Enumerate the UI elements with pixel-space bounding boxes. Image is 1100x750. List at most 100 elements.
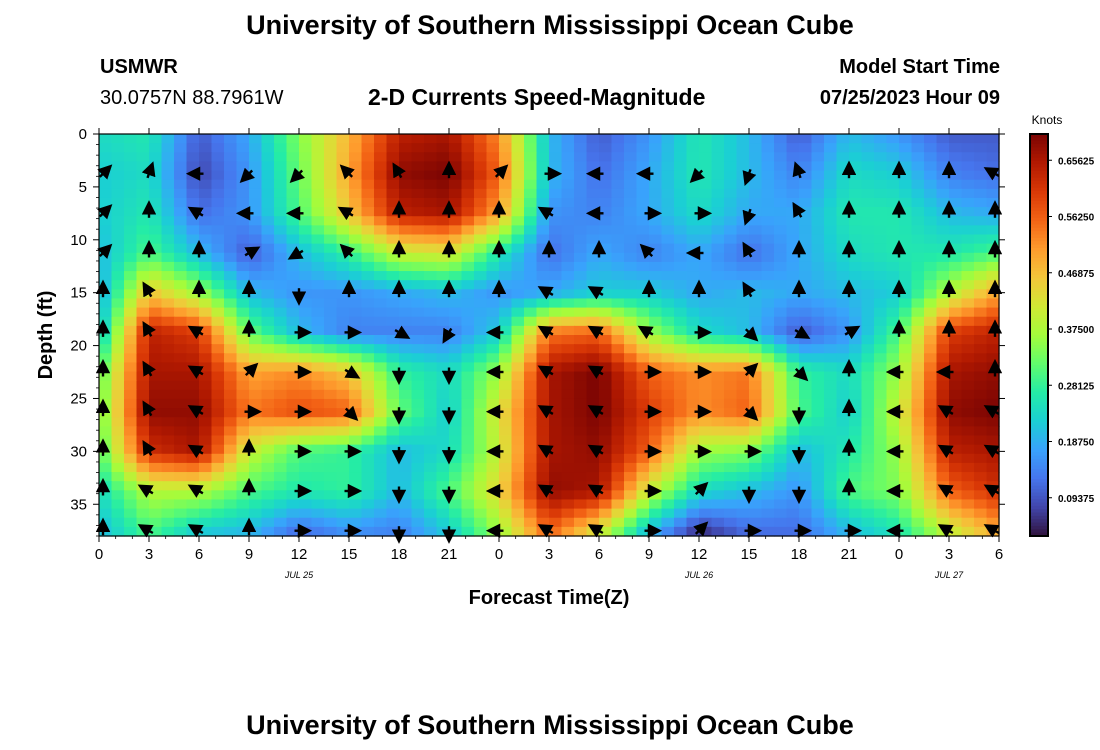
current-vector-arrow: [187, 325, 204, 340]
colorbar-segment: [1030, 244, 1048, 249]
heatmap-cell: [911, 408, 925, 418]
heatmap-cell: [411, 289, 425, 300]
heatmap-cell: [861, 426, 875, 437]
current-vector-arrow: [792, 161, 807, 179]
current-vector-arrow: [587, 365, 604, 379]
heatmap-cell: [699, 152, 713, 163]
heatmap-cell: [436, 298, 450, 309]
heatmap-cell: [899, 234, 913, 245]
heatmap-cell: [836, 134, 850, 144]
heatmap-cell: [261, 261, 275, 272]
heatmap-cell: [199, 398, 213, 409]
heatmap-cell: [661, 216, 675, 226]
heatmap-cell: [624, 170, 638, 181]
heatmap-cell: [361, 508, 375, 519]
heatmap-cell: [424, 362, 438, 373]
heatmap-cell: [311, 188, 325, 199]
heatmap-cell: [524, 252, 538, 263]
heatmap-cell: [624, 344, 638, 354]
heatmap-cell: [299, 316, 313, 327]
heatmap-cell: [786, 325, 800, 336]
heatmap-cell: [711, 526, 725, 537]
heatmap-cell: [486, 462, 500, 473]
heatmap-cell: [174, 261, 188, 272]
heatmap-cell: [786, 472, 800, 482]
heatmap-cell: [511, 325, 525, 336]
heatmap-cell: [161, 380, 175, 391]
heatmap-cell: [761, 353, 775, 364]
heatmap-cell: [424, 216, 438, 226]
heatmap-cell: [961, 389, 975, 400]
heatmap-cell: [99, 161, 113, 172]
heatmap-cell: [949, 179, 963, 190]
heatmap-cell: [336, 261, 350, 272]
heatmap-cell: [324, 462, 338, 473]
heatmap-cell: [349, 435, 363, 446]
heatmap-cell: [824, 188, 838, 199]
colorbar-segment: [1030, 234, 1048, 239]
colorbar-segment: [1030, 201, 1048, 205]
heatmap-cell: [674, 371, 688, 382]
current-vector-arrow: [243, 362, 259, 378]
heatmap-cell: [211, 344, 225, 354]
heatmap-cell: [811, 353, 825, 364]
heatmap-cell: [536, 161, 550, 172]
heatmap-cell: [961, 353, 975, 364]
heatmap-cell: [549, 252, 563, 263]
heatmap-cell: [586, 389, 600, 400]
heatmap-cell: [311, 280, 325, 290]
heatmap-cell: [686, 371, 700, 382]
heatmap-cell: [124, 170, 138, 181]
heatmap-cell: [474, 389, 488, 400]
heatmap-cell: [411, 307, 425, 318]
heatmap-cell: [599, 170, 613, 181]
heatmap-cell: [511, 389, 525, 400]
heatmap-cell: [761, 389, 775, 400]
heatmap-cell: [786, 243, 800, 254]
heatmap-cell: [836, 335, 850, 345]
heatmap-cell: [699, 490, 713, 501]
heatmap-cell: [211, 188, 225, 199]
heatmap-cell: [449, 472, 463, 482]
current-vector-arrow: [142, 400, 156, 417]
heatmap-cell: [424, 408, 438, 418]
heatmap-cell: [874, 280, 888, 290]
heatmap-cell: [199, 380, 213, 391]
heatmap-cell: [536, 508, 550, 519]
heatmap-cell: [424, 252, 438, 263]
heatmap-cell: [324, 134, 338, 144]
heatmap-cell: [836, 362, 850, 373]
heatmap-cell: [499, 197, 513, 208]
heatmap-cell: [99, 280, 113, 290]
heatmap-cell: [961, 417, 975, 427]
heatmap-cell: [886, 225, 900, 236]
heatmap-cell: [411, 472, 425, 482]
heatmap-cell: [149, 225, 163, 236]
heatmap-cell: [236, 271, 250, 281]
heatmap-cell: [261, 380, 275, 391]
heatmap-cell: [386, 371, 400, 382]
heatmap-cell: [249, 271, 263, 281]
heatmap-cell: [949, 216, 963, 226]
heatmap-cell: [436, 526, 450, 537]
heatmap-cell: [836, 325, 850, 336]
heatmap-cell: [524, 225, 538, 236]
heatmap-cell: [824, 481, 838, 491]
heatmap-cell: [974, 462, 988, 473]
colorbar-segment: [1030, 358, 1048, 363]
heatmap-cell: [911, 499, 925, 510]
heatmap-cell: [899, 179, 913, 190]
heatmap-cell: [861, 371, 875, 382]
heatmap-cell: [536, 280, 550, 290]
heatmap-cell: [824, 408, 838, 418]
y-axis-label: Depth (ft): [35, 291, 57, 380]
heatmap-cell: [799, 271, 813, 281]
heatmap-cell: [961, 307, 975, 318]
heatmap-cell: [911, 426, 925, 437]
heatmap-cell: [199, 143, 213, 153]
heatmap-cell: [961, 298, 975, 309]
heatmap-cell: [574, 499, 588, 510]
heatmap-cell: [411, 134, 425, 144]
heatmap-cell: [499, 426, 513, 437]
heatmap-cell: [699, 243, 713, 254]
